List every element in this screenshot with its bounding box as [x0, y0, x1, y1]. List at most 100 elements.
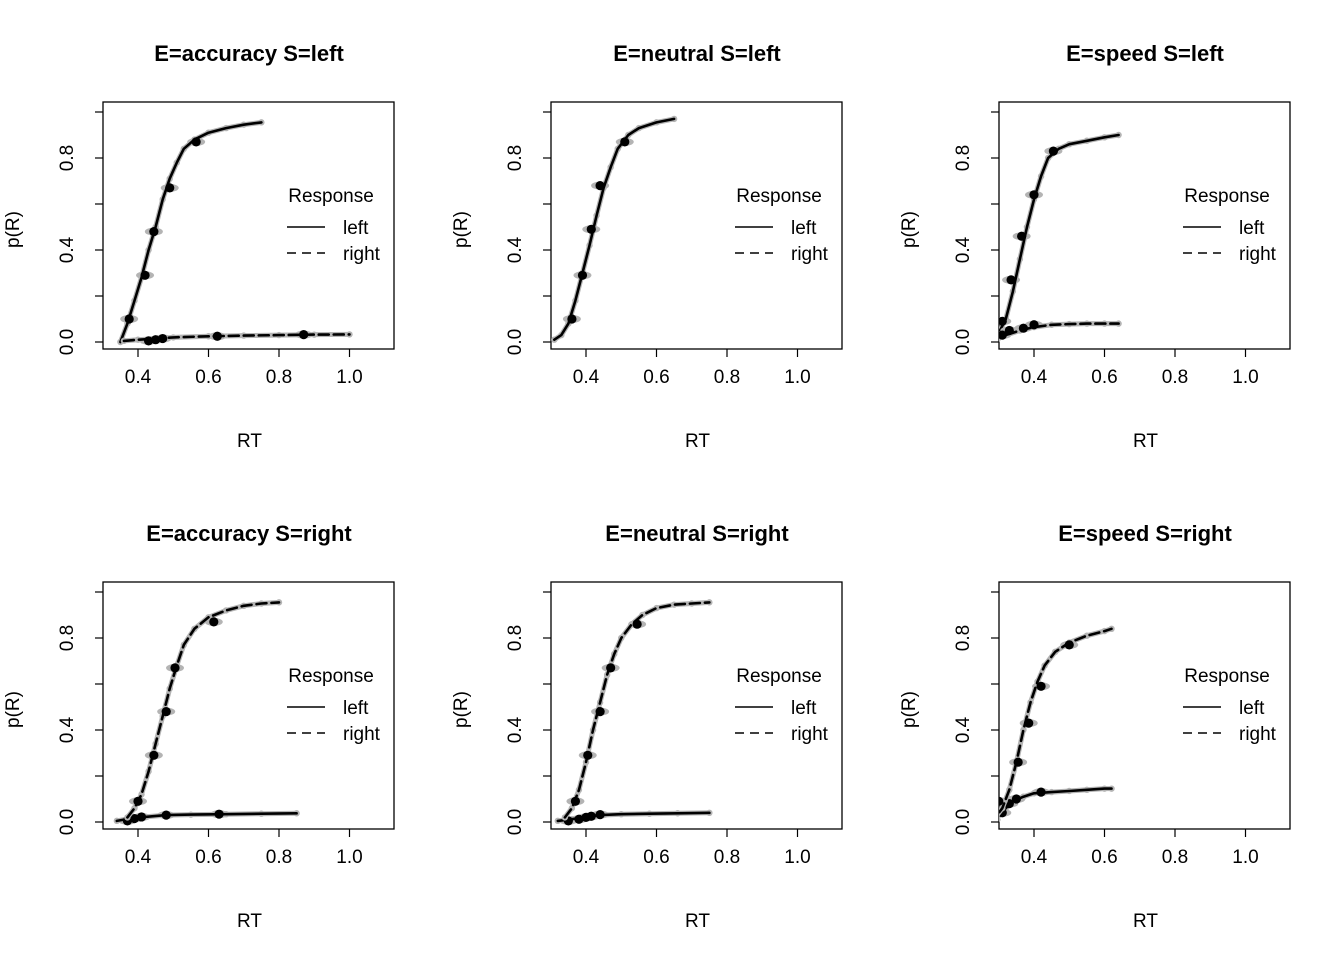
x-tick-label: 0.8 [714, 367, 740, 388]
y-axis-label: p(R) [3, 211, 24, 248]
observed-point-left [981, 339, 987, 345]
y-tick-label: 0.4 [57, 716, 78, 743]
model-quantile-left [149, 227, 159, 237]
model-quantile-left [191, 137, 201, 147]
observed-point-right [992, 814, 998, 820]
model-quantile-left [129, 813, 140, 824]
model-quantile-right [999, 796, 1004, 806]
y-axis-label: p(R) [3, 691, 24, 728]
plot-frame [550, 101, 843, 350]
x-tick-label: 0.4 [573, 847, 600, 868]
x-tick-label: 0.4 [125, 367, 152, 388]
y-axis-label: p(R) [451, 691, 472, 728]
legend-label-right: right [343, 244, 381, 265]
model-quantile-right [143, 336, 154, 346]
legend-label-right: right [343, 724, 381, 745]
model-quantile-left [136, 812, 147, 822]
model-quantile-right [999, 330, 1007, 340]
plot-area [981, 625, 1115, 825]
model-quantile-right [606, 663, 616, 673]
legend-label-left: left [791, 218, 817, 239]
legend-label-right: right [791, 724, 829, 745]
chart-title: E=speed S=right [1058, 521, 1232, 546]
legend: Response left right [735, 186, 829, 265]
model-quantile-right [209, 617, 219, 627]
model-quantile-right [1024, 718, 1034, 728]
model-quantile-left [1048, 146, 1058, 156]
model-quantile-left [1006, 275, 1016, 285]
chart-title: E=accuracy S=right [146, 521, 352, 546]
model-quantile-left [567, 314, 577, 324]
chart-panel: E=accuracy S=right 0.4 0.6 0.8 1.0 0.0 0.4 0.8 R… [3, 521, 395, 932]
model-line-right [126, 601, 281, 819]
model-quantile-left [1036, 787, 1046, 797]
model-line-left [999, 133, 1120, 335]
chart-panel: E=neutral S=right 0.4 0.6 0.8 1.0 0.0 0.4 0.8 RT… [451, 521, 843, 932]
plot-area [554, 599, 713, 826]
x-tick-label: 0.4 [125, 847, 152, 868]
x-tick-label: 0.8 [1162, 847, 1188, 868]
model-quantile-right [632, 619, 642, 629]
x-tick-label: 0.4 [1021, 847, 1048, 868]
legend-title: Response [288, 186, 374, 207]
legend-title: Response [736, 186, 822, 207]
x-tick-label: 0.6 [195, 847, 221, 868]
model-line-left [119, 121, 263, 344]
x-tick-label: 1.0 [784, 847, 810, 868]
model-line-left [999, 787, 1113, 817]
model-quantile-left [620, 137, 630, 147]
model-quantile-right [1036, 681, 1046, 691]
y-tick-label: 0.4 [505, 716, 526, 743]
x-tick-label: 1.0 [336, 367, 362, 388]
y-tick-label: 0.4 [953, 716, 974, 743]
x-tick-label: 1.0 [1232, 847, 1258, 868]
model-quantile-left [140, 270, 150, 280]
model-quantile-left [577, 270, 588, 280]
model-quantile-right [212, 331, 222, 341]
observed-point-right [974, 339, 980, 345]
x-axis-label: RT [1133, 911, 1158, 932]
legend-label-left: left [1239, 218, 1265, 239]
x-tick-label: 0.8 [714, 847, 740, 868]
x-tick-label: 0.6 [1091, 847, 1117, 868]
model-quantile-right [151, 335, 161, 345]
y-tick-label: 0.8 [505, 145, 526, 171]
x-axis-label: RT [685, 911, 710, 932]
x-tick-label: 0.6 [643, 847, 669, 868]
x-tick-label: 1.0 [784, 367, 810, 388]
plot-area [113, 599, 300, 826]
legend: Response left right [1183, 186, 1277, 265]
model-quantile-right [133, 796, 143, 806]
model-quantile-right [1018, 323, 1029, 333]
model-quantile-right [595, 707, 605, 717]
y-tick-label: 0.0 [57, 329, 78, 355]
model-quantile-left [586, 224, 596, 234]
y-axis-label: p(R) [899, 691, 920, 728]
x-axis-label: RT [685, 431, 710, 452]
plot-frame [998, 101, 1291, 350]
x-tick-label: 0.8 [1162, 367, 1188, 388]
plot-frame [102, 101, 395, 350]
chart-panel: E=speed S=left 0.4 0.6 0.8 1.0 0.0 0.4 0.8 RT p(R… [899, 41, 1291, 452]
model-quantile-left [1029, 190, 1039, 200]
model-line-left [556, 811, 711, 823]
x-tick-label: 1.0 [336, 847, 362, 868]
model-quantile-right [149, 750, 159, 760]
y-tick-label: 0.4 [953, 236, 974, 263]
y-tick-label: 0.8 [953, 625, 974, 651]
y-tick-label: 0.8 [505, 625, 526, 651]
chart-panel: E=accuracy S=left 0.4 0.6 0.8 1.0 0.0 0.4 0.8 RT… [3, 41, 395, 452]
legend: Response left right [287, 666, 381, 745]
model-quantile-right [1013, 757, 1023, 767]
legend-label-left: left [791, 698, 817, 719]
model-quantile-right [1029, 320, 1039, 330]
model-quantile-right [299, 330, 309, 340]
y-tick-label: 0.4 [505, 236, 526, 263]
x-tick-label: 0.8 [266, 367, 292, 388]
x-tick-label: 1.0 [1232, 367, 1258, 388]
y-tick-label: 0.0 [505, 329, 526, 355]
observed-point-left [981, 819, 987, 825]
model-line-right [999, 322, 1120, 339]
model-quantile-right [1004, 325, 1014, 336]
legend-label-left: left [343, 698, 369, 719]
